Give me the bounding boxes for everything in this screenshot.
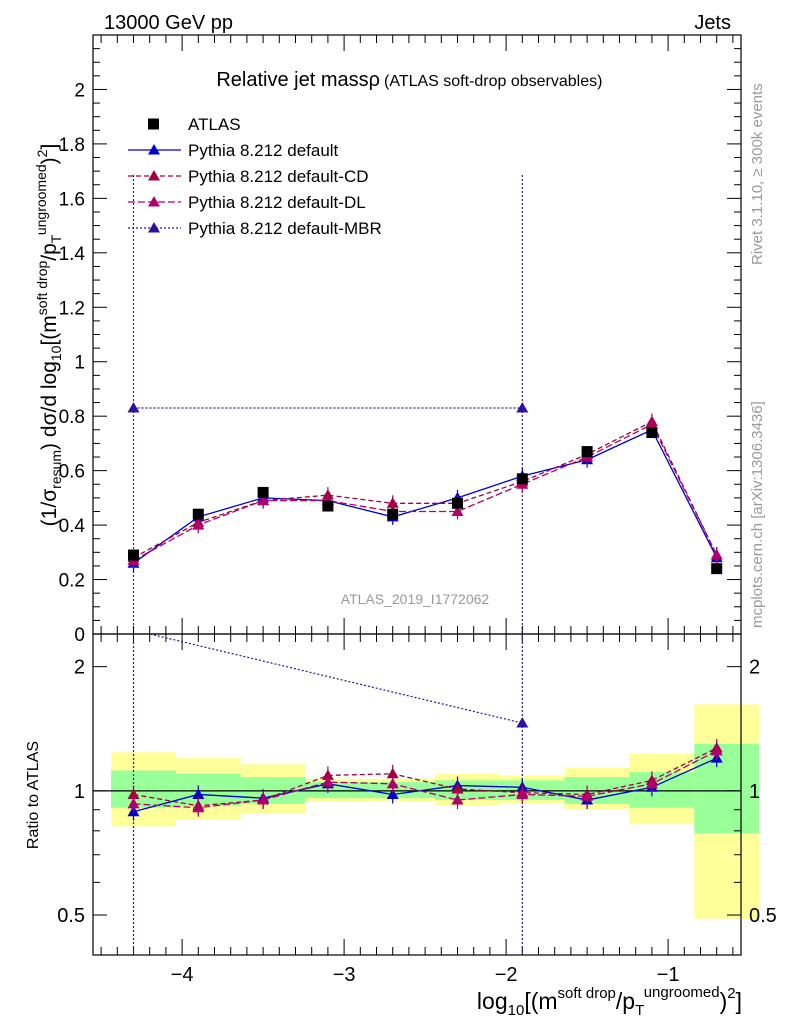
series-line bbox=[133, 428, 718, 564]
legend-entry: Pythia 8.212 default bbox=[188, 141, 339, 160]
legend-marker bbox=[148, 144, 160, 155]
data-point bbox=[646, 427, 658, 439]
ratio-tick-label-right: 2 bbox=[749, 657, 760, 679]
ratio-point bbox=[451, 783, 464, 794]
data-point bbox=[581, 446, 593, 458]
legend-marker bbox=[148, 170, 160, 181]
ratio-tick-label-right: 0.5 bbox=[749, 905, 777, 927]
y-tick-label: 1.8 bbox=[59, 135, 85, 156]
ratio-point bbox=[710, 744, 723, 756]
series-line bbox=[133, 420, 718, 559]
legend-entry: Pythia 8.212 default-DL bbox=[188, 193, 366, 212]
ratio-band-inner bbox=[694, 743, 760, 834]
ratio-point bbox=[127, 797, 140, 809]
y-tick-label: 1.4 bbox=[59, 244, 86, 265]
y-tick-label: 1 bbox=[74, 353, 85, 374]
legend-marker bbox=[148, 196, 160, 207]
ratio-series-line bbox=[133, 747, 717, 807]
header-left: 13000 GeV pp bbox=[104, 12, 233, 34]
ratio-panel: −4 −3 −2 −1 0.5 0.5 1 1 2 2 bbox=[57, 633, 777, 986]
data-point bbox=[452, 497, 463, 509]
ratio-band-inner bbox=[175, 773, 241, 806]
ratio-tick-label-right: 1 bbox=[749, 781, 760, 803]
ratio-point bbox=[581, 790, 594, 801]
y-tick-label: 0.6 bbox=[59, 462, 85, 483]
data-point bbox=[192, 508, 204, 520]
ratio-frame bbox=[92, 633, 742, 956]
rivet-label: Rivet 3.1.10, ≥ 300k events bbox=[749, 83, 766, 265]
ratio-point bbox=[516, 788, 529, 799]
series-point bbox=[710, 549, 723, 560]
series-point bbox=[257, 494, 270, 506]
mbr-ratio-point bbox=[516, 717, 529, 728]
mcplots-label: mcplots.cern.ch [arXiv:1306.3436] bbox=[749, 401, 766, 628]
ratio-y-axis-label: Ratio to ATLAS bbox=[25, 741, 42, 849]
ratio-point bbox=[386, 777, 399, 789]
ratio-point bbox=[451, 794, 464, 805]
data-point bbox=[711, 563, 723, 575]
header-right: Jets bbox=[694, 12, 731, 34]
y-tick-label: 0.8 bbox=[59, 407, 85, 428]
ratio-point bbox=[386, 767, 399, 779]
y-tick-label: 0 bbox=[74, 625, 85, 646]
legend: ATLAS Pythia 8.212 default Pythia 8.212 de… bbox=[128, 115, 382, 238]
ratio-series-line bbox=[133, 750, 717, 809]
ratio-tick-label-left: 1 bbox=[74, 781, 85, 803]
series-point bbox=[451, 505, 464, 516]
data-point bbox=[257, 486, 269, 498]
series-point bbox=[645, 418, 658, 429]
mbr-point bbox=[127, 402, 140, 413]
x-axis-label: log10[(msoft drop/pTungroomed)2] bbox=[477, 984, 742, 1019]
y-tick-label: 1.2 bbox=[59, 298, 85, 319]
ratio-tick-label-left: 0.5 bbox=[57, 905, 85, 927]
series-point bbox=[386, 497, 399, 508]
ratio-tick-label-left: 2 bbox=[74, 657, 85, 679]
ratio-series-line bbox=[133, 757, 717, 813]
data-point bbox=[516, 473, 528, 485]
legend-entry: Pythia 8.212 default-CD bbox=[188, 167, 369, 186]
legend-entry: ATLAS bbox=[188, 115, 241, 134]
x-tick-label: −3 bbox=[333, 964, 356, 986]
analysis-watermark: ATLAS_2019_I1772062 bbox=[341, 591, 490, 607]
y-tick-label: 0.2 bbox=[59, 571, 85, 592]
ratio-point bbox=[192, 801, 205, 813]
ratio-point bbox=[127, 788, 140, 799]
x-tick-label: −2 bbox=[495, 964, 518, 986]
legend-marker bbox=[148, 222, 160, 233]
data-point bbox=[322, 500, 334, 512]
legend-marker bbox=[148, 118, 159, 130]
ratio-point bbox=[321, 776, 334, 787]
mbr-ratio-line bbox=[149, 633, 523, 724]
data-point bbox=[128, 549, 139, 561]
ratio-band-inner bbox=[499, 780, 565, 801]
ratio-band-inner bbox=[305, 782, 371, 799]
ratio-band-inner bbox=[111, 770, 176, 808]
mbr-point bbox=[516, 402, 529, 413]
chart-subtitle: (ATLAS soft-drop observables) bbox=[384, 73, 602, 90]
chart-title: Relative jet massρ bbox=[216, 69, 380, 91]
ratio-point bbox=[192, 788, 205, 799]
ratio-point bbox=[257, 794, 270, 805]
y-tick-label: 0.4 bbox=[59, 516, 86, 537]
x-tick-label: −1 bbox=[657, 964, 680, 986]
ratio-point bbox=[645, 777, 658, 789]
y-tick-label: 1.6 bbox=[59, 189, 85, 210]
ratio-band-inner bbox=[370, 782, 436, 799]
y-tick-label: 2 bbox=[74, 80, 85, 101]
series-line bbox=[133, 423, 718, 562]
ratio-point bbox=[386, 788, 399, 799]
x-tick-label: −4 bbox=[171, 964, 194, 986]
ratio-band-inner bbox=[435, 780, 500, 801]
legend-entry: Pythia 8.212 default-MBR bbox=[188, 219, 382, 238]
series-point bbox=[192, 519, 205, 530]
data-point bbox=[387, 508, 399, 520]
